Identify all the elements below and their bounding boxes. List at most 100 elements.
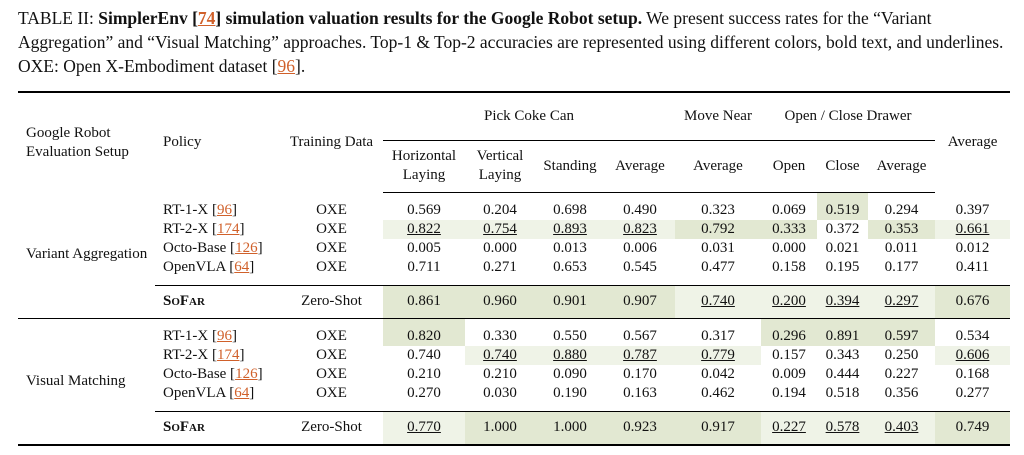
setup-cell: Variant Aggregation bbox=[18, 192, 155, 319]
value-cell: 0.294 bbox=[884, 201, 919, 218]
text-segment: 126 bbox=[235, 239, 258, 256]
header-cell: Google Robot Evaluation Setup bbox=[18, 91, 155, 192]
value-cell: 0.343 bbox=[825, 346, 860, 363]
value-cell: 0.270 bbox=[407, 384, 441, 401]
value-cell: 0.030 bbox=[483, 384, 517, 401]
value-cell: 0.353 bbox=[868, 219, 936, 239]
column-header: Average bbox=[605, 140, 675, 193]
text-segment: OpenVLA [ bbox=[163, 258, 235, 275]
value-cell: 0.005 bbox=[407, 239, 441, 256]
value-cell: 0.861 bbox=[383, 284, 465, 319]
table-row: Variant Aggregation RT-1-X [96] OXE 0.569 0.… bbox=[18, 192, 1010, 319]
text-segment: ] bbox=[239, 220, 245, 237]
value-cell: 0.653 bbox=[553, 258, 587, 275]
training-cell: OXE bbox=[316, 384, 347, 401]
text-segment: 126 bbox=[235, 365, 258, 382]
value-cell: 0.822 bbox=[383, 219, 465, 239]
value-cell: 0.534 bbox=[955, 327, 990, 344]
value-cell: 0.754 bbox=[465, 219, 535, 239]
table-row: Visual Matching RT-1-X [96] OXE 0.820 0.330 0… bbox=[18, 318, 1010, 446]
column-header: Average bbox=[675, 140, 761, 193]
text-segment: ] bbox=[231, 201, 237, 218]
value-cell: 0.090 bbox=[553, 365, 587, 382]
value-cell: 0.163 bbox=[623, 384, 657, 401]
value-cell: 0.792 bbox=[675, 219, 761, 239]
text-segment: ]. bbox=[295, 56, 306, 76]
value-cell: 0.597 bbox=[868, 318, 936, 346]
value-cell: 0.779 bbox=[675, 345, 761, 365]
policy-cell: SoFar bbox=[155, 284, 280, 319]
value-cell: 0.006 bbox=[623, 239, 657, 256]
table-row: SoFar Zero-Shot 0.861 0.960 0.901 0.907 0.740 0… bbox=[18, 284, 1011, 319]
text-segment: OpenVLA [ bbox=[163, 384, 235, 401]
training-cell: Zero-Shot bbox=[280, 410, 383, 446]
value-cell: 0.210 bbox=[483, 365, 517, 382]
value-cell: 0.403 bbox=[868, 410, 936, 446]
value-cell: 0.372 bbox=[825, 220, 860, 237]
value-cell: 0.000 bbox=[772, 239, 806, 256]
value-cell: 0.917 bbox=[675, 410, 761, 446]
value-cell: 0.907 bbox=[605, 284, 675, 319]
value-cell: 0.519 bbox=[817, 192, 868, 220]
table-row: RT-2-X [174] OXE 0.740 0.740 0.880 0.787 0.779… bbox=[18, 345, 1011, 365]
text-segment: 64 bbox=[234, 384, 250, 401]
value-cell: 0.296 bbox=[761, 318, 817, 346]
value-cell: 0.250 bbox=[884, 346, 919, 363]
value-cell: 0.000 bbox=[483, 239, 517, 256]
value-cell: 0.323 bbox=[701, 201, 735, 218]
column-header: Vertical Laying bbox=[465, 140, 535, 193]
value-cell: 0.567 bbox=[623, 327, 657, 344]
text-segment: Octo-Base [ bbox=[163, 239, 236, 256]
policy-cell: SoFar bbox=[155, 410, 280, 446]
value-cell: 0.356 bbox=[884, 384, 919, 401]
training-cell: OXE bbox=[316, 346, 347, 363]
text-segment: TABLE II: bbox=[18, 8, 99, 28]
table-row: SoFar Zero-Shot 0.770 1.000 1.000 0.923 0.917 0… bbox=[18, 410, 1011, 446]
value-cell: 0.317 bbox=[701, 327, 735, 344]
text-segment: 96 bbox=[277, 56, 296, 76]
column-header: Standing bbox=[535, 140, 605, 193]
text-segment: RT-2-X [ bbox=[163, 220, 217, 237]
value-cell: 0.698 bbox=[553, 201, 587, 218]
value-cell: 0.740 bbox=[465, 345, 535, 365]
policy-cell: RT-1-X [96] bbox=[155, 318, 280, 346]
group-header: Open / Close Drawer bbox=[761, 91, 936, 141]
value-cell: 0.277 bbox=[955, 384, 990, 401]
header-cell: Training Data bbox=[280, 91, 383, 192]
policy-cell: RT-2-X [174] bbox=[155, 220, 280, 239]
policy-cell: Octo-Base [126] bbox=[155, 239, 280, 258]
value-cell: 0.606 bbox=[935, 345, 1011, 365]
value-cell: 0.227 bbox=[884, 365, 919, 382]
text-segment: ] bbox=[249, 384, 255, 401]
value-cell: 0.901 bbox=[535, 284, 605, 319]
value-cell: 0.190 bbox=[553, 384, 587, 401]
policy-cell: OpenVLA [64] bbox=[155, 258, 280, 286]
table-row: Octo-Base [126] OXE 0.005 0.000 0.013 0.006 0.… bbox=[18, 239, 1010, 258]
value-cell: 0.462 bbox=[701, 384, 735, 401]
column-header: Close bbox=[817, 140, 868, 193]
group-header: Move Near bbox=[675, 91, 761, 141]
value-cell: 0.569 bbox=[407, 201, 441, 218]
value-cell: 0.168 bbox=[955, 365, 990, 382]
value-cell: 0.157 bbox=[772, 346, 806, 363]
value-cell: 0.158 bbox=[772, 258, 806, 275]
text-segment: 64 bbox=[234, 258, 250, 275]
text-segment: RT-2-X [ bbox=[163, 346, 217, 363]
value-cell: 0.200 bbox=[761, 284, 817, 319]
value-cell: 0.031 bbox=[701, 239, 735, 256]
value-cell: 1.000 bbox=[465, 410, 535, 446]
results-table: Google Robot Evaluation Setup Policy Train… bbox=[18, 91, 1011, 446]
text-segment: ] bbox=[231, 327, 237, 344]
policy-cell: RT-1-X [96] bbox=[155, 192, 280, 220]
value-cell: 0.444 bbox=[825, 365, 860, 382]
column-header: Horizontal Laying bbox=[383, 140, 465, 193]
table-row: Octo-Base [126] OXE 0.210 0.210 0.090 0.170 0.… bbox=[18, 365, 1010, 384]
table-header: Google Robot Evaluation Setup Policy Train… bbox=[18, 91, 1011, 193]
setup-cell: Visual Matching bbox=[18, 318, 155, 446]
value-cell: 0.490 bbox=[623, 201, 657, 218]
value-cell: 0.749 bbox=[935, 410, 1011, 446]
policy-cell: Octo-Base [126] bbox=[155, 365, 280, 384]
header-cell: Average bbox=[935, 91, 1011, 192]
value-cell: 0.009 bbox=[772, 365, 806, 382]
value-cell: 1.000 bbox=[535, 410, 605, 446]
